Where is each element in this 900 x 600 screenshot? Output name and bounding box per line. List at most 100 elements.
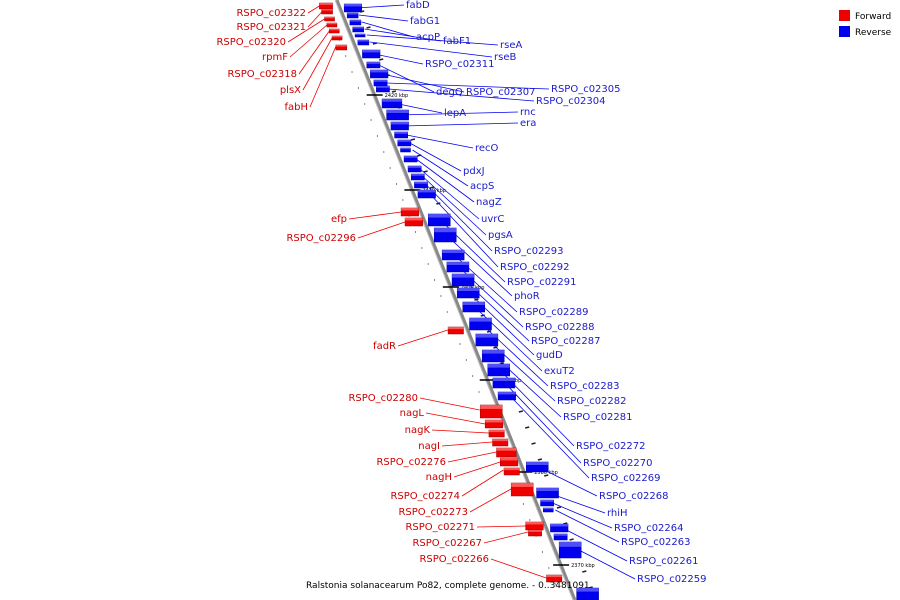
gene-block-shine xyxy=(373,80,388,82)
reverse-leader-line xyxy=(388,88,535,102)
legend-reverse-label: Reverse xyxy=(855,28,892,38)
reverse-leader-line xyxy=(474,306,543,372)
reverse-gene-label: exuT2 xyxy=(544,366,575,377)
reverse-leader-line xyxy=(358,14,409,22)
reverse-gene-label: RSPO_c02269 xyxy=(591,473,661,484)
reverse-gene-label: pgsA xyxy=(488,230,513,241)
reverse-gene-label: degQ xyxy=(436,87,463,98)
minor-tick xyxy=(518,410,524,413)
minor-tick xyxy=(582,570,587,573)
reverse-gene-label: pdxJ xyxy=(463,166,485,177)
gene-block-shine xyxy=(498,392,516,395)
forward-gene-label: plsX xyxy=(280,85,301,96)
forward-gene-label: RSPO_c02274 xyxy=(390,491,460,502)
forward-gene-label: RSPO_c02271 xyxy=(405,522,475,533)
reverse-gene-label: uvrC xyxy=(481,214,504,225)
reverse-leader-line xyxy=(398,111,519,116)
gene-block-shine xyxy=(554,534,568,536)
forward-leader-line xyxy=(287,18,325,43)
legend-reverse-swatch xyxy=(839,26,850,37)
genome-axis-highlight xyxy=(334,0,574,600)
genome-axis xyxy=(335,0,577,600)
reverse-leader-line xyxy=(382,73,465,93)
gene-block-shine xyxy=(442,250,465,253)
gene-block-shine xyxy=(401,208,419,211)
gene-block-shine xyxy=(326,23,337,25)
reverse-gene-label: RSPO_c02263 xyxy=(621,537,691,548)
gene-block-shine xyxy=(411,174,425,176)
forward-gene-label: RSPO_c02320 xyxy=(216,37,286,48)
gene-block-shine xyxy=(546,575,562,578)
gene-block-shine xyxy=(540,500,554,502)
gene-block-shine xyxy=(536,488,559,491)
reverse-gene-label: fabF1 xyxy=(443,36,471,47)
reverse-gene-label: gudD xyxy=(536,350,563,361)
reverse-leader-line xyxy=(445,234,513,297)
reverse-gene-label: RSPO_c02287 xyxy=(531,336,601,347)
reverse-leader-line xyxy=(402,122,519,127)
gene-block-shine xyxy=(434,228,457,233)
forward-leader-line xyxy=(447,451,497,463)
gene-block-shine xyxy=(448,327,464,330)
forward-leader-line xyxy=(397,329,449,347)
reverse-gene-label: rseB xyxy=(494,52,516,63)
gene-block-shine xyxy=(400,148,411,150)
gene-block-shine xyxy=(357,40,369,42)
reverse-leader-line xyxy=(552,502,613,529)
gene-block-shine xyxy=(394,132,408,134)
reverse-gene-label: RSPO_c02289 xyxy=(519,307,589,318)
gene-block-shine xyxy=(488,430,505,433)
gene-block-shine xyxy=(504,468,520,471)
forward-gene-label: RSPO_c02273 xyxy=(398,507,468,518)
gene-block-shine xyxy=(485,420,503,423)
reverse-leader-line xyxy=(385,82,550,90)
gene-block-shine xyxy=(496,448,517,451)
reverse-gene-label: era xyxy=(520,118,536,129)
reverse-gene-label: recO xyxy=(475,143,499,154)
forward-leader-line xyxy=(419,397,480,411)
gene-block-shine xyxy=(428,214,451,218)
minor-tick xyxy=(537,458,543,461)
gene-block-shine xyxy=(347,13,359,15)
gene-block-shine xyxy=(408,166,422,168)
forward-gene-label: rpmF xyxy=(262,52,288,63)
reverse-leader-line xyxy=(555,509,620,543)
reverse-gene-label: rnc xyxy=(520,107,536,118)
reverse-gene-label: RSPO_c02259 xyxy=(637,574,707,585)
gene-block-shine xyxy=(469,318,492,322)
gene-block-shine xyxy=(550,524,569,527)
reverse-leader-line xyxy=(419,168,480,220)
minor-tick xyxy=(531,442,536,445)
forward-leader-line xyxy=(307,11,323,28)
gene-block-shine xyxy=(376,86,390,88)
reverse-gene-label: RSPO_c02261 xyxy=(629,556,699,567)
reverse-gene-label: RSPO_c02270 xyxy=(583,458,653,469)
gene-block-shine xyxy=(362,50,381,53)
tick-label: 2380 kbp xyxy=(534,470,558,476)
reverse-gene-label: RSPO_c02291 xyxy=(507,277,577,288)
legend-forward-swatch xyxy=(839,10,850,21)
forward-leader-line xyxy=(302,37,333,91)
reverse-gene-label: RSPO_c02264 xyxy=(614,523,684,534)
tick-label: 2370 kbp xyxy=(571,563,595,569)
gene-block-shine xyxy=(382,99,402,102)
forward-gene-label: fadR xyxy=(373,341,396,352)
reverse-leader-line xyxy=(429,193,499,268)
gene-block-shine xyxy=(457,288,480,291)
gene-block-shine xyxy=(329,29,340,31)
reverse-leader-line xyxy=(409,142,462,172)
reverse-gene-label: RSPO_c02305 xyxy=(551,84,621,95)
reverse-gene-label: RSPO_c02288 xyxy=(525,322,595,333)
forward-gene-label: fabH xyxy=(284,102,308,113)
gene-block-shine xyxy=(446,262,469,265)
reverse-gene-label: RSPO_c02304 xyxy=(536,96,606,107)
reverse-leader-line xyxy=(364,28,442,42)
gene-block-shine xyxy=(480,405,503,409)
reverse-gene-label: RSPO_c02268 xyxy=(599,491,669,502)
genes xyxy=(319,2,599,600)
reverse-leader-line xyxy=(406,134,474,149)
reverse-gene-label: RSPO_c02293 xyxy=(494,246,564,257)
gene-block-shine xyxy=(487,364,510,368)
gene-block-shine xyxy=(525,522,544,525)
